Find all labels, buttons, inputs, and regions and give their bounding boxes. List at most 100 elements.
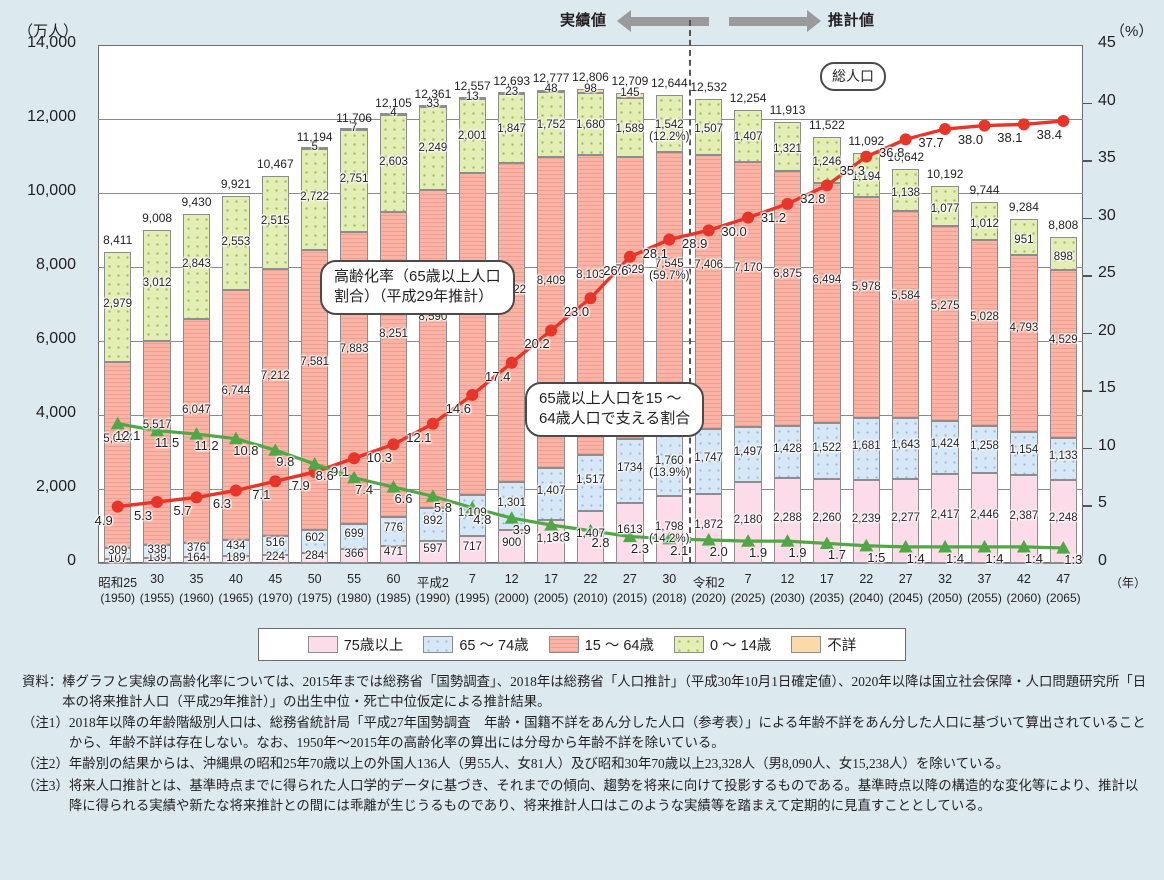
bar-total-label: 11,706: [336, 110, 372, 125]
bar-segment: [931, 225, 959, 421]
legend-swatch: [791, 636, 822, 653]
bar-segment: [891, 211, 920, 418]
bar-value-label: 23: [505, 85, 519, 98]
bar-value-label: 951: [1014, 234, 1034, 247]
x-axis-label: 22: [583, 572, 598, 586]
y-axis-tick-right: 35: [1098, 149, 1116, 167]
support-ratio-value-label: 1.7: [827, 547, 846, 563]
y-axis-tick-left: 10,000: [27, 182, 76, 199]
bar-value-label: 7,212: [260, 370, 290, 383]
aging-rate-value-label: 38.0: [957, 131, 984, 147]
y-axis-tick-left: 8,000: [35, 256, 76, 273]
bar-value-label: 2,751: [339, 172, 369, 185]
x-axis-year-label: (2025): [730, 591, 766, 605]
support-ratio-value-label: 6.6: [394, 491, 413, 507]
bar-value-label: 2,722: [300, 191, 330, 204]
bar-value-label: 2,239: [851, 512, 881, 525]
bar-segment: [419, 190, 447, 508]
bar-value-label: 434: [226, 539, 246, 552]
bar-value-label: 224: [265, 550, 285, 563]
bar-value-label: 1,407: [733, 131, 763, 144]
bar-value-label: 145: [620, 87, 640, 100]
bar-value-label: 6,744: [221, 385, 251, 398]
bar-value-label: 13: [465, 90, 479, 103]
bar-value-label: 1,321: [773, 142, 802, 155]
bar-value-label: 2,248: [1048, 512, 1078, 525]
bar-value-label: 516: [265, 537, 285, 550]
bar-value-label: 1,760 (13.9%): [649, 454, 690, 479]
bar-value-label: 2,417: [930, 509, 960, 522]
x-axis-label: 30: [150, 572, 165, 586]
bar-value-label: 7,406: [694, 259, 724, 272]
bar-total-label: 12,644: [650, 76, 688, 91]
bar-value-label: 776: [383, 522, 404, 535]
support-ratio-value-label: 11.2: [194, 438, 219, 454]
footnote-tag: 資料：: [22, 674, 63, 689]
support-ratio-value-label: 1:3: [1064, 552, 1083, 568]
bar-value-label: 376: [186, 541, 207, 554]
footnote: （注1） 2018年以降の年齢階級別人口は、総務省統計局「平成27年国勢調査 年齢…: [22, 713, 1150, 753]
x-axis-year-label: (2035): [809, 591, 845, 605]
bar-segment: [616, 92, 644, 99]
aging-rate-value-label: 30.0: [721, 223, 747, 239]
bar-total-label: 9,921: [220, 176, 251, 191]
bar-segment: [458, 172, 487, 496]
bar-segment: [300, 552, 329, 563]
aging-rate-value-label: 26.6: [603, 262, 629, 278]
bar-value-label: 2,979: [103, 298, 133, 311]
right-axis-tickmark: [1083, 217, 1092, 220]
support-ratio-value-label: 1.9: [749, 545, 768, 561]
support-ratio-value-label: 2.1: [670, 542, 689, 558]
bar-value-label: 7,170: [733, 262, 763, 275]
bar-value-label: 2,515: [260, 214, 290, 227]
bar-total-label: 12,254: [729, 90, 767, 105]
x-axis-year-label: (1970): [257, 591, 293, 605]
bar-total-label: 10,642: [887, 150, 925, 165]
bar-total-label: 11,522: [808, 117, 845, 132]
bar-value-label: 1,428: [773, 442, 802, 455]
support-ratio-value-label: 5.8: [433, 500, 452, 516]
bar-total-label: 9,008: [142, 210, 173, 225]
right-axis-tickmark: [1083, 390, 1092, 392]
bar-value-label: 8,103: [576, 268, 605, 281]
support-ratio-value-label: 2.0: [709, 543, 728, 559]
x-axis-label: 17: [544, 572, 559, 586]
bar-value-label: 189: [226, 551, 246, 564]
bar-column: [143, 45, 171, 563]
footnote: 資料： 棒グラフと実線の高齢化率については、2015年までは総務省「国勢調査」、2…: [22, 672, 1150, 712]
aging-rate-value-label: 31.2: [760, 209, 787, 225]
bar-segment: [497, 162, 526, 482]
bar-value-label: 6,047: [182, 404, 211, 417]
bar-value-label: 1,301: [497, 496, 527, 509]
bar-value-label: 7,629: [615, 264, 645, 277]
support-ratio-value-label: 1:4: [985, 550, 1004, 566]
right-axis-tickmark: [1083, 102, 1092, 105]
aging-rate-value-label: 14.6: [445, 400, 471, 416]
support-ratio-value-label: 2.8: [591, 534, 610, 550]
y-axis-tick-left: 14,000: [27, 34, 76, 51]
callout-aging-rate: 高齢化率（65歳以上人口 割合）（平成29年推計）: [320, 260, 515, 315]
bar-value-label: 33: [426, 98, 440, 111]
bar-value-label: 2,180: [733, 513, 763, 526]
bar-total-label: 12,709: [611, 73, 649, 88]
support-ratio-value-label: 1:5: [867, 549, 886, 565]
bar-value-label: 7,545 (59.7%): [649, 258, 690, 283]
support-ratio-value-label: 4.8: [473, 511, 492, 527]
bar-value-label: 7,581: [300, 356, 330, 369]
gridline: [98, 563, 1083, 564]
support-ratio-value-label: 1:4: [906, 550, 925, 566]
bar-value-label: 1,194: [851, 171, 881, 184]
bar-total-label: 12,693: [493, 74, 531, 89]
bar-total-label: 8,808: [1048, 218, 1079, 233]
legend-swatch: [548, 636, 579, 653]
actual-estimate-divider: [689, 20, 691, 563]
bar-value-label: 1,589: [615, 122, 645, 135]
x-axis-year-label: (2010): [573, 591, 608, 605]
footnote-text: 棒グラフと実線の高齢化率については、2015年までは総務省「国勢調査」、2018…: [62, 674, 1147, 710]
bar-segment: [340, 549, 368, 563]
footnote-text: 年齢別の結果からは、沖縄県の昭和25年70歳以上の外国人136人（男55人、女8…: [68, 756, 1010, 772]
bar-segment: [852, 196, 881, 418]
aging-rate-value-label: 10.3: [366, 450, 393, 466]
aging-rate-value-label: 28.1: [642, 245, 668, 261]
legend-swatch: [674, 636, 705, 653]
